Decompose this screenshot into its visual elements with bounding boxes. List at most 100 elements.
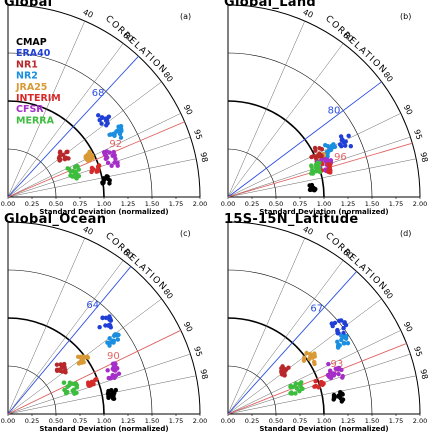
x-axis-label: Standard Deviation (normalized) (259, 425, 388, 433)
data-point-merra (71, 387, 77, 392)
data-point-jra25 (76, 361, 82, 366)
x-tick-label: 1.25 (341, 200, 355, 208)
panel-letter: (d) (400, 229, 411, 238)
panel-title: Global_Ocean (4, 212, 106, 227)
x-tick-label: 1.00 (317, 200, 331, 208)
correlation-tick-label: 95 (192, 345, 204, 357)
sd-arc (227, 100, 325, 198)
x-tick-label: 0.25 (245, 417, 259, 425)
legend-entry-cmap: CMAP (16, 37, 47, 48)
correlation-axis-label: CORRELATION (323, 14, 389, 76)
correlation-line (7, 260, 124, 415)
data-point-nr2 (114, 333, 119, 338)
red-reference-label: 96 (334, 152, 347, 163)
correlation-line (7, 353, 191, 415)
data-point-interim (319, 379, 324, 385)
sd-arc (227, 4, 421, 198)
x-tick-label: 0.50 (49, 417, 63, 425)
data-point-era40 (104, 123, 109, 128)
x-axis-label: Standard Deviation (normalized) (39, 208, 168, 216)
correlation-tick-label: 95 (192, 128, 204, 140)
blue-reference-line (227, 271, 357, 415)
data-point-cmap (311, 185, 316, 191)
x-tick-label: 1.00 (97, 417, 111, 425)
correlation-line (227, 43, 344, 198)
data-point-cmap (331, 395, 337, 400)
panel-letter: (c) (180, 229, 191, 238)
correlation-tick-label: 90 (402, 103, 415, 116)
x-tick-label: 1.00 (317, 417, 331, 425)
x-tick-label: 0.25 (25, 417, 39, 425)
data-point-jra25 (83, 155, 88, 161)
data-point-merra (65, 384, 70, 390)
legend-entry-cfsr: CFSR (16, 104, 44, 115)
red-reference-label: 90 (107, 351, 120, 362)
red-reference-line (7, 329, 181, 415)
data-point-nr1 (65, 149, 70, 155)
correlation-tick-label: 98 (419, 151, 430, 163)
panel-letter: (a) (180, 12, 191, 21)
x-tick-label: 0.75 (73, 200, 87, 208)
blue-reference-label: 80 (328, 106, 341, 117)
x-tick-label: 0.00 (1, 417, 15, 425)
data-point-cmap (340, 397, 346, 402)
data-point-cmap (109, 387, 114, 393)
correlation-axis-label: CORRELATION (323, 231, 389, 293)
data-point-merra (317, 160, 322, 166)
data-point-cmap (108, 392, 114, 397)
x-tick-label: 1.50 (365, 200, 379, 208)
correlation-tick-label: 40 (82, 225, 95, 237)
data-point-merra (314, 167, 320, 172)
correlation-tick-label: 90 (182, 320, 195, 333)
correlation-tick-label: 40 (82, 8, 95, 20)
data-point-merra (293, 391, 298, 396)
x-axis-label: Standard Deviation (normalized) (39, 425, 168, 433)
data-point-interim (94, 376, 99, 382)
sd-arc (227, 317, 325, 415)
data-point-merra (72, 382, 78, 387)
data-point-era40 (107, 314, 112, 319)
data-point-nr2 (108, 340, 114, 345)
data-point-cmap (106, 395, 111, 401)
data-point-interim (86, 382, 91, 387)
correlation-line (7, 375, 197, 415)
data-point-era40 (332, 320, 338, 326)
data-point-merra (308, 171, 314, 176)
red-reference-label: 93 (331, 359, 344, 370)
correlation-tick-label: 95 (412, 345, 424, 357)
data-point-era40 (100, 315, 105, 320)
data-point-era40 (99, 121, 104, 126)
data-point-cfsr (113, 156, 118, 161)
data-point-era40 (103, 118, 109, 123)
data-point-cfsr (328, 375, 334, 381)
data-point-nr1 (282, 372, 287, 378)
data-point-nr2 (344, 333, 349, 339)
data-point-era40 (108, 325, 114, 330)
data-point-nr2 (115, 337, 121, 342)
correlation-tick-label: 40 (302, 8, 315, 20)
x-tick-label: 1.25 (121, 200, 135, 208)
data-point-merra (300, 386, 305, 392)
data-point-nr1 (280, 364, 285, 369)
panel-letter: (b) (400, 12, 411, 21)
x-tick-label: 0.00 (221, 417, 235, 425)
x-tick-label: 0.00 (1, 200, 15, 208)
correlation-tick-label: 90 (182, 103, 195, 116)
data-point-era40 (335, 331, 341, 336)
correlation-line (227, 20, 306, 198)
sd-arc (7, 317, 105, 415)
data-point-interim (327, 162, 333, 167)
data-point-jra25 (84, 354, 90, 359)
data-point-nr2 (111, 131, 116, 137)
data-point-interim (328, 168, 333, 173)
x-tick-label: 2.00 (193, 417, 207, 425)
correlation-line (7, 237, 86, 415)
sd-arc (7, 365, 57, 415)
red-reference-line (227, 343, 407, 415)
data-point-nr2 (331, 142, 336, 147)
x-tick-label: 0.75 (73, 417, 87, 425)
data-point-cfsr (115, 366, 120, 371)
x-tick-label: 0.50 (269, 200, 283, 208)
